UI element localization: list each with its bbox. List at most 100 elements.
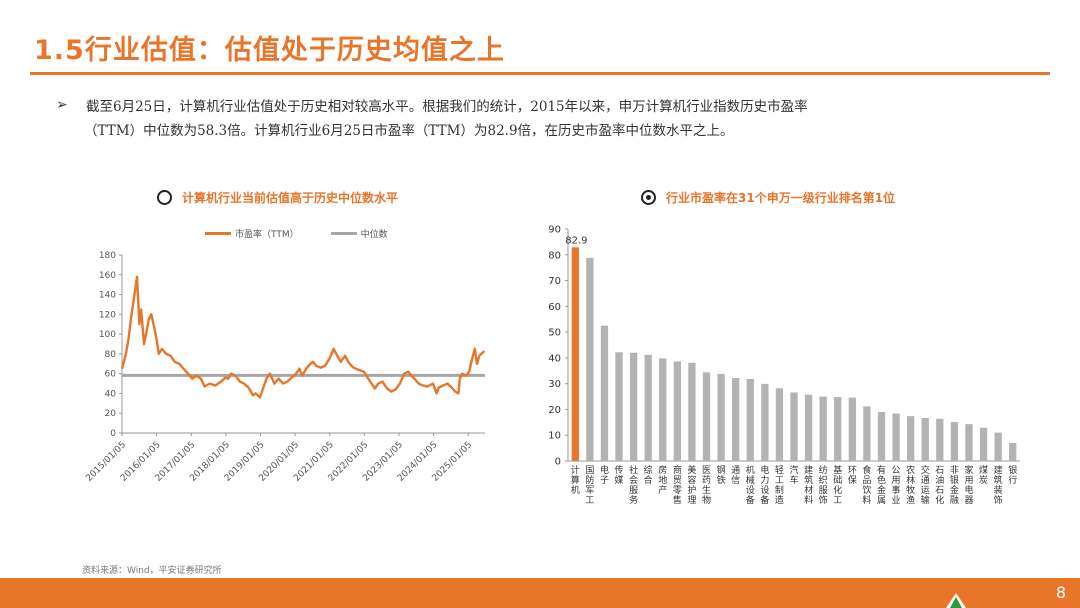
pe-ttm-line xyxy=(120,275,486,399)
bar xyxy=(863,406,871,461)
y-tick-label: 160 xyxy=(99,271,116,281)
bar xyxy=(644,354,652,461)
x-category-label: 钢铁 xyxy=(717,464,726,486)
bar xyxy=(761,383,769,461)
x-category-label: 纺织服饰 xyxy=(819,464,828,506)
bar xyxy=(965,424,973,461)
median-legend-swatch xyxy=(330,232,357,235)
bar xyxy=(659,358,667,461)
y-tick-label: 40 xyxy=(548,353,561,364)
bar xyxy=(1009,442,1017,461)
page-title: 1.5行业估值：估值处于历史均值之上 xyxy=(34,35,505,66)
bar xyxy=(688,362,696,461)
x-category-label: 电子 xyxy=(600,464,609,486)
bar xyxy=(717,373,725,461)
right-chart-heading-text: 行业市盈率在31个申万一级行业排名第1位 xyxy=(666,191,896,205)
y-tick-label: 20 xyxy=(548,405,561,416)
bar xyxy=(571,247,579,461)
x-category-label: 环保 xyxy=(848,465,857,486)
y-tick-label: 60 xyxy=(105,370,117,380)
x-category-label: 传媒 xyxy=(615,464,624,486)
pe-legend-swatch xyxy=(205,232,231,235)
bar xyxy=(950,422,959,461)
left-chart-heading: 计算机行业当前估值高于历史中位数水平 xyxy=(157,189,398,206)
pe-legend-label: 市盈率（TTM） xyxy=(235,230,299,240)
bar xyxy=(819,396,827,461)
bar xyxy=(629,352,638,461)
x-category-label: 通信 xyxy=(731,465,740,486)
hollow-circle-icon xyxy=(157,190,172,205)
x-category-label: 综合 xyxy=(644,464,653,486)
bar xyxy=(907,416,915,461)
y-tick-label: 0 xyxy=(110,429,116,439)
bullet-line-1: 截至6月25日，计算机行业估值处于历史相对较高水平。根据我们的统计，2015年以… xyxy=(86,99,808,115)
page-number: 8 xyxy=(1055,583,1066,602)
y-tick-label: 20 xyxy=(105,409,117,419)
median-legend-label: 中位数 xyxy=(360,230,388,240)
company-logo-icon xyxy=(946,593,966,608)
bar xyxy=(775,388,784,461)
bar xyxy=(921,417,929,461)
x-category-label: 轻工制造 xyxy=(775,464,784,506)
y-tick-label: 60 xyxy=(548,302,561,313)
footer-bar xyxy=(0,578,1080,608)
filled-circle-icon xyxy=(641,190,656,205)
y-tick-label: 0 xyxy=(555,457,561,468)
bar xyxy=(848,397,856,461)
x-category-label: 农林牧渔 xyxy=(906,464,915,506)
x-category-label: 石油石化 xyxy=(935,466,944,506)
x-category-label: 食品饮料 xyxy=(862,464,871,506)
bar xyxy=(790,392,798,461)
x-category-label: 房地产 xyxy=(658,464,667,496)
bar xyxy=(804,394,813,461)
bar xyxy=(732,377,740,461)
x-category-label: 国防军工 xyxy=(585,465,594,506)
right-chart-heading: 行业市盈率在31个申万一级行业排名第1位 xyxy=(641,189,895,206)
bar xyxy=(936,418,944,461)
x-category-label: 汽车 xyxy=(789,464,798,486)
bar xyxy=(586,257,594,461)
x-category-label: 煤炭 xyxy=(979,464,988,486)
bar xyxy=(834,397,842,461)
bullet-paragraph: 截至6月25日，计算机行业估值处于历史相对较高水平。根据我们的统计，2015年以… xyxy=(84,95,1006,143)
x-category-label: 计算机 xyxy=(571,464,580,496)
title-divider xyxy=(30,72,1050,75)
y-tick-label: 120 xyxy=(99,310,116,320)
bar xyxy=(673,361,681,461)
y-tick-label: 10 xyxy=(548,431,561,442)
x-category-label: 电力设备 xyxy=(760,464,769,506)
x-category-label: 医药生物 xyxy=(702,465,711,506)
x-category-label: 美容护理 xyxy=(687,464,696,506)
bar xyxy=(979,427,988,461)
y-tick-label: 90 xyxy=(548,225,561,236)
y-tick-label: 30 xyxy=(548,379,561,390)
y-tick-label: 100 xyxy=(99,330,116,340)
source-note: 资料来源：Wind，平安证券研究所 xyxy=(82,566,222,576)
x-category-label: 建筑装饰 xyxy=(994,464,1003,506)
left-chart-heading-text: 计算机行业当前估值高于历史中位数水平 xyxy=(182,191,399,205)
bullet-arrow-icon: ➢ xyxy=(56,97,68,113)
x-category-label: 公用事业 xyxy=(892,465,901,506)
pe-line-chart: 0204060801001201401601802015/01/052016/0… xyxy=(84,251,486,484)
bar xyxy=(746,379,754,461)
y-tick-label: 80 xyxy=(105,350,117,360)
y-tick-label: 40 xyxy=(105,389,117,399)
y-tick-label: 50 xyxy=(548,328,561,339)
bullet-line-2: （TTM）中位数为58.3倍。计算机行业6月25日市盈率（TTM）为82.9倍，… xyxy=(84,123,734,139)
x-category-label: 非银金融 xyxy=(950,464,959,506)
y-tick-label: 140 xyxy=(99,291,116,301)
line-chart-legend: 市盈率（TTM） 中位数 xyxy=(205,227,388,240)
x-category-label: 交通运输 xyxy=(921,464,930,506)
bar xyxy=(615,352,623,461)
y-tick-label: 70 xyxy=(548,276,561,287)
bar xyxy=(892,413,900,461)
bar xyxy=(600,325,609,461)
x-category-label: 银行 xyxy=(1008,464,1017,486)
bar xyxy=(994,432,1002,461)
x-category-label: 有色金属 xyxy=(877,464,886,506)
x-category-label: 基础化工 xyxy=(833,464,842,506)
y-tick-label: 180 xyxy=(99,251,116,261)
bar-data-label: 82.9 xyxy=(565,235,587,246)
x-category-label: 家用电器 xyxy=(964,464,973,506)
x-category-label: 社会服务 xyxy=(629,464,638,506)
